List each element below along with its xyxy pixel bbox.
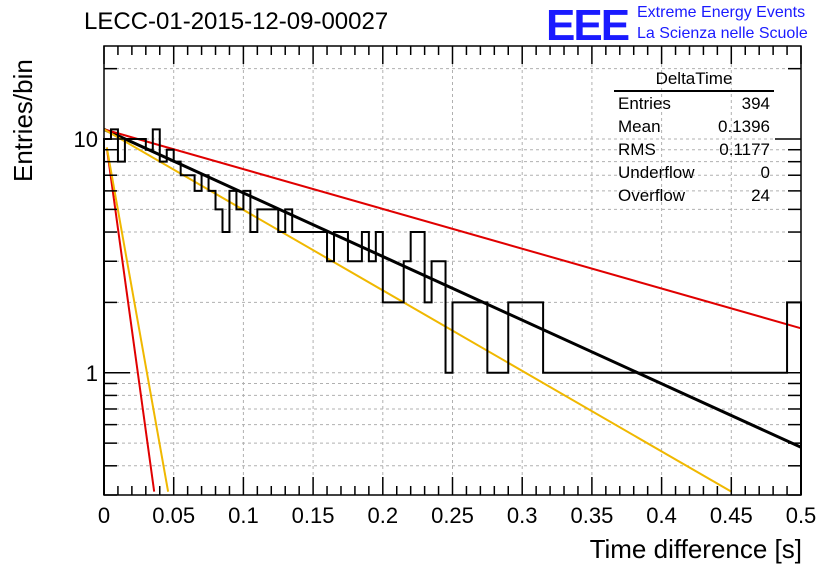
stat-label: Overflow bbox=[618, 186, 686, 205]
x-tick-label: 0.05 bbox=[152, 503, 195, 528]
eee-logo: EEE bbox=[546, 1, 630, 50]
stat-row-entries: Entries 394 bbox=[608, 92, 780, 115]
x-tick-label: 0.2 bbox=[368, 503, 399, 528]
x-tick-label: 0 bbox=[98, 503, 110, 528]
stat-label: RMS bbox=[618, 140, 656, 159]
y-tick-label: 10 bbox=[74, 127, 98, 152]
fit-line-4 bbox=[105, 147, 170, 492]
x-tick-label: 0.4 bbox=[646, 503, 677, 528]
stat-row-rms: RMS 0.1177 bbox=[608, 138, 780, 161]
fit-line-1 bbox=[103, 128, 802, 330]
stat-row-mean: Mean 0.1396 bbox=[608, 115, 780, 138]
tick-labels: 0 0.05 0.1 0.15 0.2 0.25 0.3 0.35 0.4 0.45 0.5 1 10 bbox=[74, 127, 817, 528]
x-tick-label: 0.25 bbox=[431, 503, 474, 528]
x-tick-label: 0.35 bbox=[570, 503, 613, 528]
y-tick-label: 1 bbox=[86, 361, 98, 386]
chart-title: LECC-01-2015-12-09-00027 bbox=[84, 8, 389, 35]
stat-value: 0.1177 bbox=[719, 140, 770, 159]
logo-line-1: Extreme Energy Events bbox=[637, 4, 806, 21]
x-tick-label: 0.1 bbox=[228, 503, 259, 528]
x-tick-label: 0.15 bbox=[292, 503, 335, 528]
stat-row-underflow: Underflow 0 bbox=[608, 161, 780, 184]
x-axis-label: Time difference [s] bbox=[589, 534, 802, 564]
axis-ticks bbox=[103, 46, 802, 496]
stat-value: 0 bbox=[760, 163, 770, 182]
stat-label: Mean bbox=[618, 117, 661, 136]
fit-line-3 bbox=[105, 147, 156, 492]
stat-value: 394 bbox=[741, 94, 770, 113]
stat-row-overflow: Overflow 24 bbox=[608, 184, 780, 207]
stat-label: Entries bbox=[618, 94, 671, 113]
y-axis-label: Entries/bin bbox=[8, 59, 38, 182]
logo-text: Extreme Energy Events La Scienza nelle S… bbox=[637, 2, 808, 44]
fit-line-0 bbox=[103, 127, 802, 449]
histogram bbox=[103, 128, 802, 495]
stat-value: 24 bbox=[751, 186, 770, 205]
logo-line-2: La Scienza nelle Scuole bbox=[637, 25, 808, 42]
x-tick-label: 0.5 bbox=[786, 503, 817, 528]
stats-title: DeltaTime bbox=[614, 68, 774, 92]
stat-value: 0.1396 bbox=[718, 117, 770, 136]
x-tick-label: 0.3 bbox=[507, 503, 538, 528]
x-tick-label: 0.45 bbox=[710, 503, 753, 528]
stat-label: Underflow bbox=[618, 163, 695, 182]
stats-box: DeltaTime Entries 394 Mean 0.1396 RMS 0.… bbox=[608, 68, 780, 207]
